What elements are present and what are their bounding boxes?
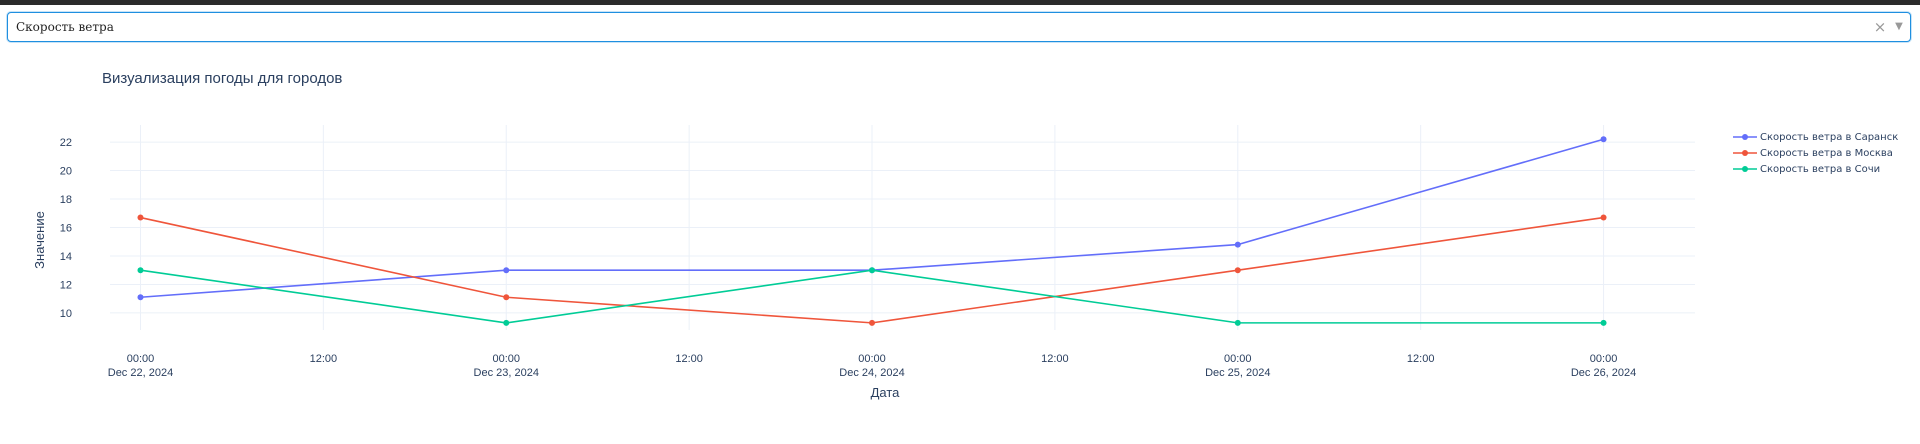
x-tick-label: 12:00 bbox=[675, 353, 703, 365]
metric-dropdown[interactable]: Скорость ветра × ▼ bbox=[7, 12, 1911, 42]
data-point[interactable] bbox=[1234, 319, 1241, 326]
x-tick-label: 00:00 bbox=[492, 353, 520, 365]
x-tick-label: 00:00 bbox=[127, 353, 155, 365]
x-tick-label: 12:00 bbox=[1407, 353, 1435, 365]
y-tick-label: 10 bbox=[60, 308, 72, 320]
x-tick-date-label: Dec 24, 2024 bbox=[839, 367, 904, 379]
x-tick-label: 00:00 bbox=[1590, 353, 1618, 365]
top-bar bbox=[0, 0, 1920, 5]
data-point[interactable] bbox=[1234, 241, 1241, 248]
y-tick-label: 18 bbox=[60, 194, 72, 206]
x-tick-label: 00:00 bbox=[858, 353, 886, 365]
data-point[interactable] bbox=[869, 319, 876, 326]
x-tick-date-label: Dec 22, 2024 bbox=[108, 367, 173, 379]
data-point[interactable] bbox=[1600, 319, 1607, 326]
y-tick-label: 16 bbox=[60, 223, 72, 235]
y-tick-label: 22 bbox=[60, 137, 72, 149]
line-chart: Визуализация погоды для городов 10 12 14 16… bbox=[32, 70, 1695, 400]
x-axis-label: Дата bbox=[871, 385, 901, 400]
legend-item[interactable]: Скорость ветра в Москва bbox=[1730, 147, 1920, 163]
data-point[interactable] bbox=[869, 267, 876, 274]
legend-swatch-icon bbox=[1733, 134, 1757, 140]
legend-item[interactable]: Скорость ветра в Сочи bbox=[1730, 163, 1920, 179]
chart-legend: Скорость ветра в Саранск Скорость ветра в… bbox=[1730, 131, 1920, 179]
legend-swatch-icon bbox=[1733, 166, 1757, 172]
data-point[interactable] bbox=[503, 294, 510, 301]
x-tick-date-label: Dec 25, 2024 bbox=[1205, 367, 1270, 379]
x-tick-date-label: Dec 26, 2024 bbox=[1571, 367, 1636, 379]
data-point[interactable] bbox=[1600, 136, 1607, 143]
x-tick-label: 12:00 bbox=[1041, 353, 1069, 365]
y-axis-label: Значение bbox=[32, 211, 47, 269]
dropdown-selected-value: Скорость ветра bbox=[16, 20, 114, 34]
data-point[interactable] bbox=[137, 294, 144, 301]
chart-title: Визуализация погоды для городов bbox=[102, 70, 342, 87]
data-point[interactable] bbox=[137, 267, 144, 274]
legend-swatch-icon bbox=[1733, 150, 1757, 156]
x-tick-label: 00:00 bbox=[1224, 353, 1252, 365]
y-tick-label: 14 bbox=[60, 251, 72, 263]
chevron-down-icon[interactable]: ▼ bbox=[1895, 21, 1903, 32]
data-point[interactable] bbox=[503, 319, 510, 326]
data-point[interactable] bbox=[137, 214, 144, 221]
y-tick-label: 20 bbox=[60, 166, 72, 178]
legend-item[interactable]: Скорость ветра в Саранск bbox=[1730, 131, 1920, 147]
data-point[interactable] bbox=[1234, 267, 1241, 274]
x-tick-date-label: Dec 23, 2024 bbox=[474, 367, 539, 379]
data-point[interactable] bbox=[503, 267, 510, 274]
x-tick-label: 12:00 bbox=[310, 353, 338, 365]
legend-label: Скорость ветра в Сочи bbox=[1760, 164, 1881, 175]
clear-icon[interactable]: × bbox=[1873, 18, 1887, 36]
data-point[interactable] bbox=[1600, 214, 1607, 221]
legend-label: Скорость ветра в Саранск bbox=[1760, 132, 1899, 143]
legend-label: Скорость ветра в Москва bbox=[1760, 148, 1893, 159]
y-tick-label: 12 bbox=[60, 279, 72, 291]
